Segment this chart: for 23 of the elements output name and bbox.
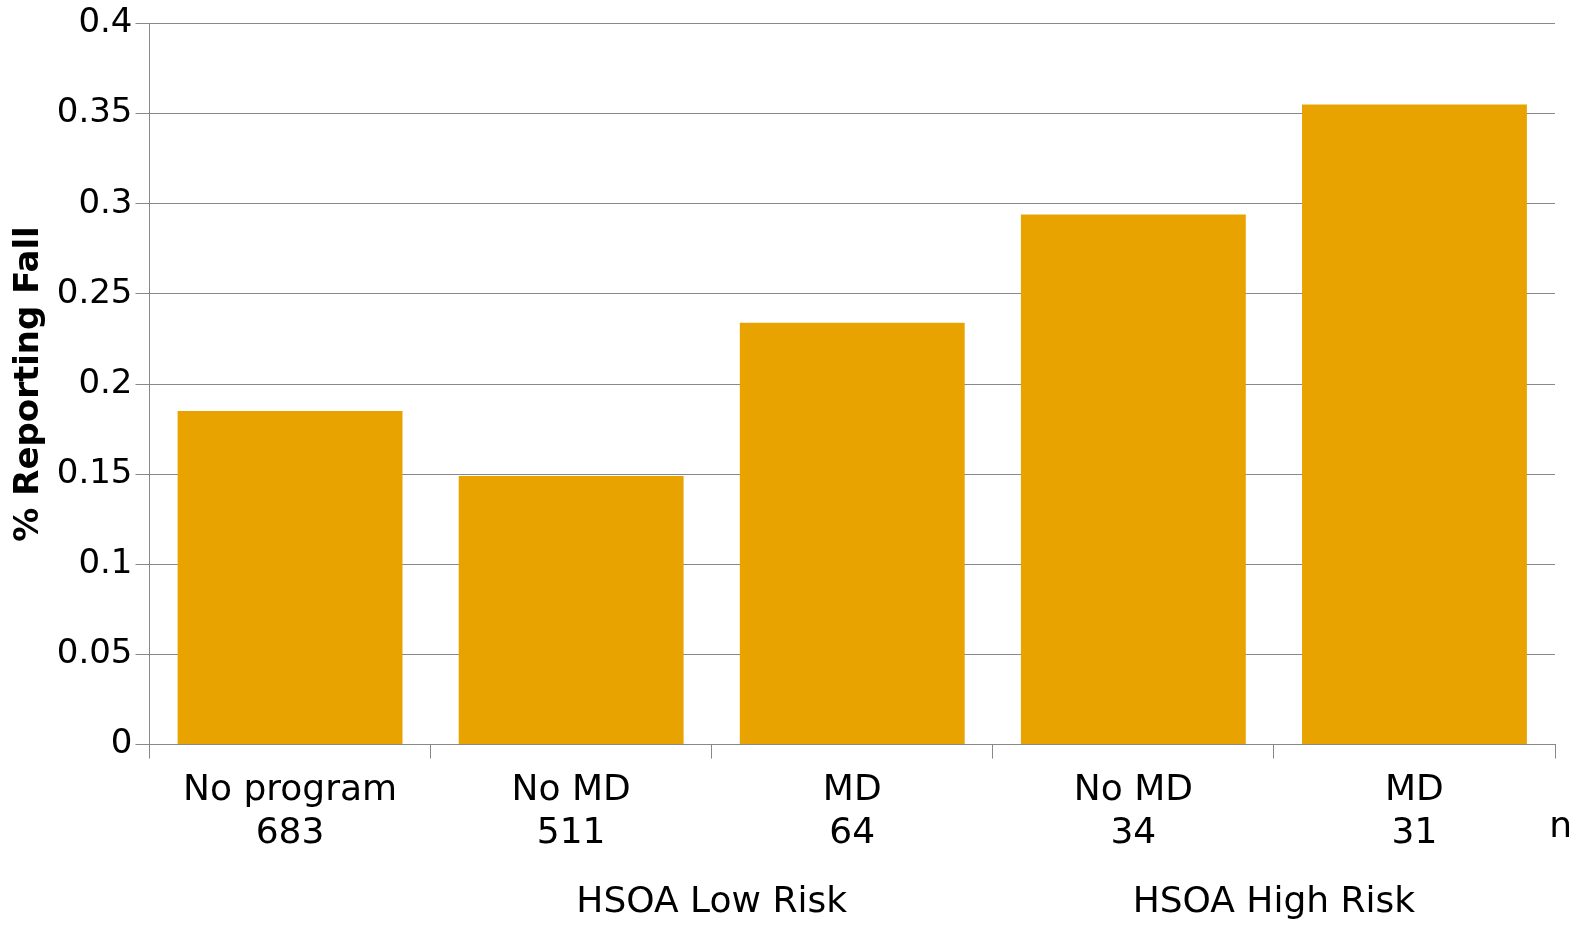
y-tick-label: 0.3 (78, 180, 133, 221)
x-tick-label: MD 64 (822, 766, 882, 851)
text: HSOA High Risk (1132, 879, 1416, 921)
y-tick-label: 0.15 (56, 450, 133, 491)
bar (739, 322, 965, 745)
y-tick-label: 0.05 (56, 631, 133, 672)
y-tick-label: 0.1 (78, 541, 133, 582)
text: HSOA Low Risk (576, 879, 848, 921)
x-tick-label: No program 683 (183, 766, 398, 851)
y-tick-label: 0 (110, 721, 133, 762)
x-tick-label: MD 31 (1385, 766, 1444, 851)
y-tick-label: 0.4 (78, 0, 133, 41)
y-axis-title: % Reporting Fall (6, 226, 47, 542)
x-tick-label: No MD 511 (511, 766, 631, 851)
bar (177, 411, 403, 745)
bar (1302, 104, 1527, 745)
y-tick-label: 0.2 (78, 360, 133, 401)
y-tick-label: 0.25 (56, 270, 133, 311)
text: n (1549, 804, 1572, 846)
bar (458, 475, 684, 745)
x-tick-label: No MD 34 (1073, 766, 1193, 851)
y-tick-label: 0.35 (56, 90, 133, 131)
bar (1020, 214, 1246, 745)
